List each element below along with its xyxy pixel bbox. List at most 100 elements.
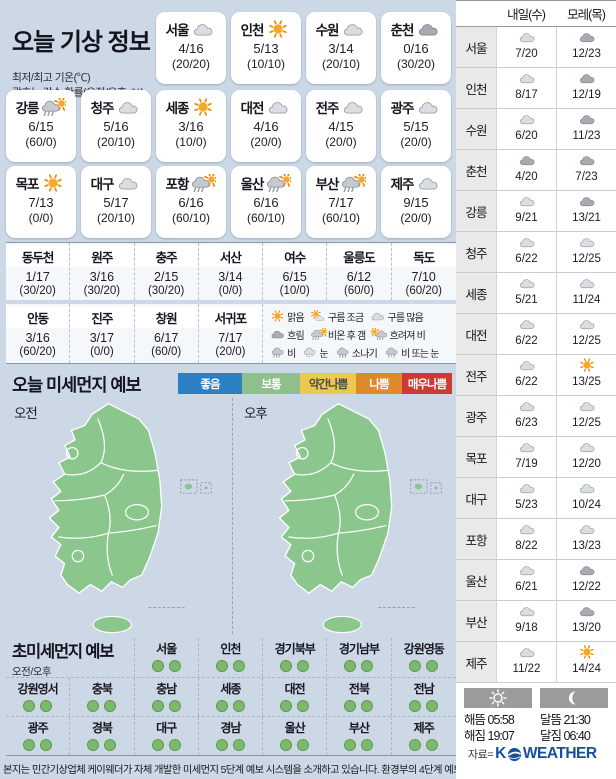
extra-city-prob: (30/20) — [19, 285, 56, 297]
forecast-dayafter: 12/23 — [556, 27, 616, 67]
forecast-row-대전: 대전 6/22 12/25 — [456, 314, 616, 355]
legend-item: 비 — [269, 345, 296, 360]
dust-level-dot — [104, 700, 117, 712]
legend-label: 흐림 — [287, 330, 305, 342]
dust-level-dot — [40, 739, 53, 751]
card-city-name: 목포 — [15, 176, 40, 192]
kweather-logo-text: WEATHER — [522, 745, 597, 762]
ultrafine-region-경기북부: 경기북부 — [263, 638, 328, 677]
card-precip-prob: (20/10) — [321, 57, 361, 71]
forecast-temps: 13/20 — [572, 622, 601, 634]
forecast-dayafter: 11/23 — [556, 109, 616, 149]
rain-then-sun-icon — [342, 173, 367, 192]
region-name: 대전 — [284, 682, 306, 696]
region-name: 울산 — [284, 721, 306, 735]
dust-level-dot — [280, 700, 293, 712]
forecast-tomorrow: 6/21 — [496, 560, 556, 600]
forecast-temps: 6/22 — [515, 253, 538, 265]
sun-icon — [579, 645, 594, 659]
card-precip-prob: (20/0) — [400, 211, 432, 225]
cloud-icon — [519, 279, 534, 289]
forecast-header-tomorrow: 내일(수) — [507, 8, 546, 22]
city-card-인천: 인천 5/13 (10/10) — [231, 12, 301, 84]
rain-then-sun-icon — [42, 97, 67, 116]
card-precip-prob: (20/0) — [250, 135, 282, 149]
sun-icon — [269, 19, 288, 38]
source-prefix: 자료= — [468, 749, 494, 761]
city-card-부산: 부산 7/17 (60/10) — [306, 166, 376, 238]
ultrafine-region-충북: 충북 — [70, 678, 135, 716]
footer-note: 본지는 민간기상업체 케이웨더가 자체 개발한 미세먼지 5단계 예보 시스템을… — [3, 765, 596, 776]
ultrafine-row-2: 강원영서 충북 충남 세종 대전 전북 전남 — [6, 677, 456, 716]
extra-cities-table-2: 안동 3/16 (60/20) 진주 3/17 (0/0) 창원 6/17 (60/0) 서귀포 7… — [6, 304, 456, 364]
extra-city-name: 동두천 — [6, 245, 70, 267]
forecast-temps: 11/22 — [512, 663, 541, 675]
moon-icon — [568, 691, 576, 705]
forecast-row-제주: 제주 11/22 14/24 — [456, 642, 616, 683]
forecast-dayafter: 12/25 — [556, 314, 616, 354]
extra-city-name: 여수 — [263, 245, 327, 267]
forecast-temps: 4/20 — [515, 171, 538, 183]
card-temps: 0/16 — [403, 41, 429, 56]
forecast-tomorrow: 6/22 — [496, 355, 556, 395]
forecast-city: 울산 — [456, 560, 496, 600]
map-divider — [232, 398, 233, 634]
legend-item: 구름 많음 — [369, 309, 424, 324]
city-card-울산: 울산 6/16 (60/10) — [231, 166, 301, 238]
card-temps: 9/15 — [403, 195, 429, 210]
card-precip-prob: (30/20) — [396, 57, 436, 71]
ultrafine-region-전남: 전남 — [392, 678, 456, 716]
dust-level-dot — [168, 700, 181, 712]
city-cards-row3: 목포 7/13 (0/0) 대구 5/17 (20/10) 포항 6/16 (60/10) 울산 6… — [6, 166, 451, 238]
forecast-city: 대구 — [456, 478, 496, 518]
dust-forecast-title: 오늘 미세먼지 예보 — [12, 375, 142, 395]
cloud-icon — [519, 525, 534, 535]
cloud-icon — [519, 74, 534, 84]
cloud-icon — [579, 279, 594, 289]
card-temps: 6/15 — [28, 119, 54, 134]
card-precip-prob: (10/0) — [175, 135, 207, 149]
cloud-icon — [519, 566, 534, 576]
page-title: 오늘 기상 정보 — [12, 29, 151, 56]
region-name: 제주 — [413, 721, 435, 735]
ultrafine-title-cell: 초미세먼지 예보 오전/오후 — [6, 638, 135, 678]
legend-item: 구름 조금 — [310, 309, 364, 324]
legend-label: 눈 — [319, 348, 328, 360]
ultrafine-dust-section: 초미세먼지 예보 오전/오후 서울 인천 경기북부 경기남부 강원영동 강원영서 충북 충남 세종 대… — [6, 638, 456, 756]
extra-city-temps: 6/17 — [153, 331, 179, 345]
moonrise-label: 달뜸 — [540, 713, 562, 727]
snow-icon — [304, 347, 316, 358]
partly-cloudy-icon — [310, 310, 325, 321]
forecast-temps: 6/22 — [515, 335, 538, 347]
city-card-대전: 대전 4/16 (20/0) — [231, 90, 301, 162]
sunset-time: 19:07 — [487, 729, 515, 743]
card-temps: 7/17 — [328, 195, 354, 210]
legend-item: 비온 후 갬 — [310, 327, 366, 342]
rain-then-sun-icon — [267, 173, 292, 192]
cloud-icon — [579, 484, 594, 494]
region-dots — [263, 700, 326, 712]
ultrafine-region-경기남부: 경기남부 — [327, 638, 392, 677]
extra-city-temps: 3/17 — [89, 331, 115, 345]
forecast-row-포항: 포항 8/22 13/23 — [456, 519, 616, 560]
forecast-row-전주: 전주 6/22 13/25 — [456, 355, 616, 396]
forecast-dayafter: 12/25 — [556, 232, 616, 272]
extra-city-prob: (60/0) — [343, 285, 374, 297]
card-temps: 3/16 — [178, 119, 204, 134]
cloud-icon — [519, 484, 534, 494]
dust-level-dot — [40, 700, 53, 712]
forecast-table-rows: 서울 7/20 12/23 인천 8/17 12/19 수원 6/20 11/23 춘천 4/20 7… — [456, 27, 616, 683]
cloud-icon — [519, 33, 534, 43]
cloud-icon — [579, 238, 594, 248]
extra-city-prob: (60/0) — [151, 346, 182, 358]
card-temps: 4/16 — [253, 119, 279, 134]
forecast-dayafter: 14/24 — [556, 642, 616, 682]
extra-city-temps: 3/16 — [89, 270, 115, 284]
ultrafine-region-대구: 대구 — [135, 717, 199, 755]
legend-row: 맑음 구름 조금 구름 많음 — [269, 307, 456, 325]
city-card-제주: 제주 9/15 (20/0) — [381, 166, 451, 238]
forecast-temps: 5/21 — [515, 294, 538, 306]
cloud-icon — [372, 312, 385, 321]
dust-level-dot — [215, 660, 228, 672]
